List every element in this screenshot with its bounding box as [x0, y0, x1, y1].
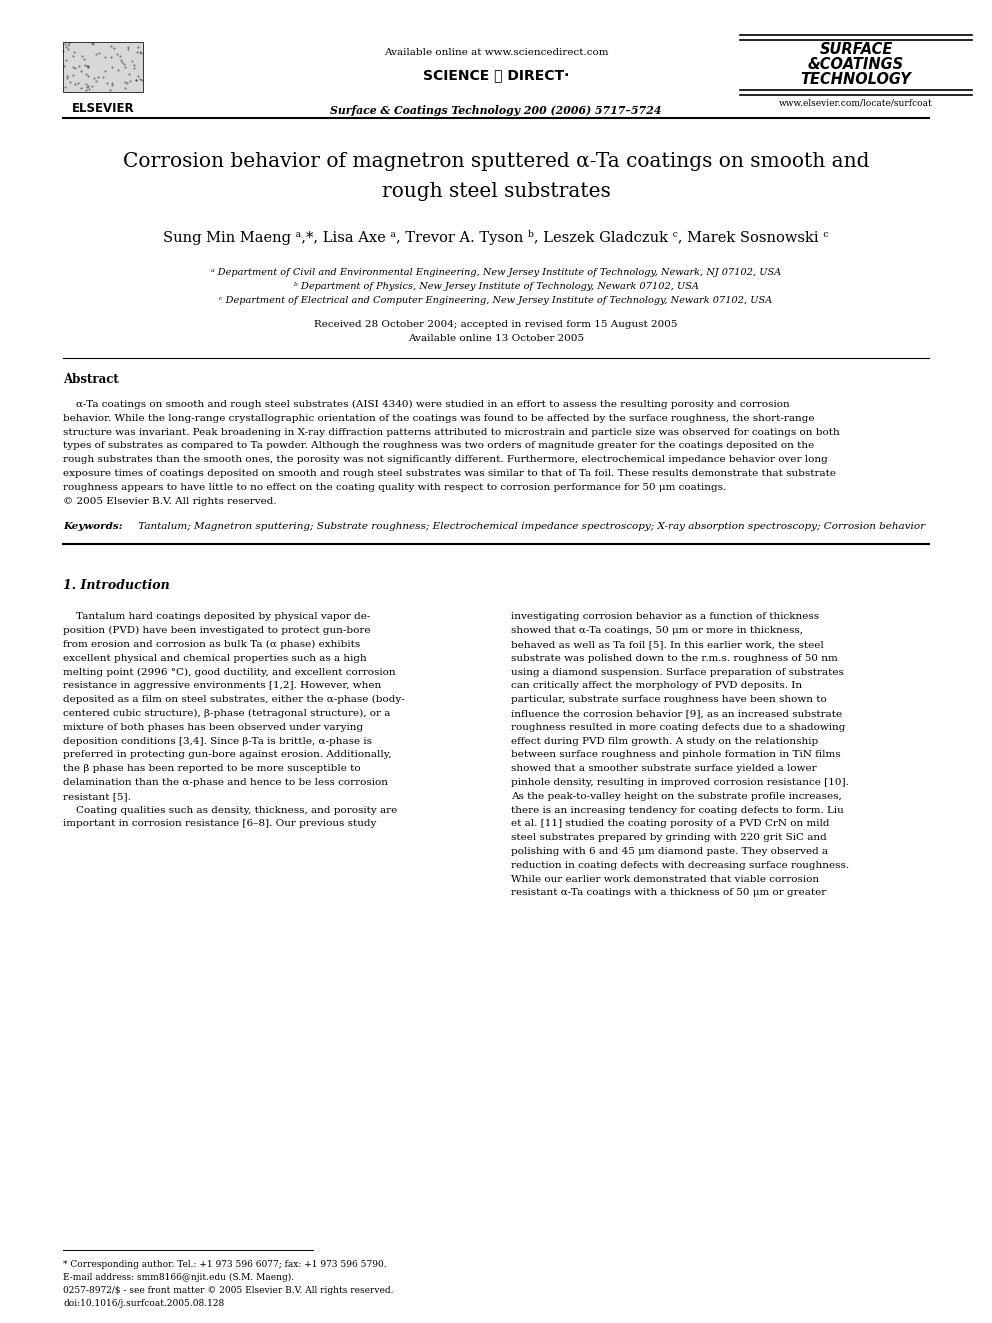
Text: resistant α-Ta coatings with a thickness of 50 μm or greater: resistant α-Ta coatings with a thickness…	[511, 889, 826, 897]
Text: As the peak-to-valley height on the substrate profile increases,: As the peak-to-valley height on the subs…	[511, 791, 842, 800]
Text: between surface roughness and pinhole formation in TiN films: between surface roughness and pinhole fo…	[511, 750, 840, 759]
Text: mixture of both phases has been observed under varying: mixture of both phases has been observed…	[63, 722, 363, 732]
Text: showed that α-Ta coatings, 50 μm or more in thickness,: showed that α-Ta coatings, 50 μm or more…	[511, 626, 803, 635]
Text: reduction in coating defects with decreasing surface roughness.: reduction in coating defects with decrea…	[511, 861, 849, 869]
Text: excellent physical and chemical properties such as a high: excellent physical and chemical properti…	[63, 654, 367, 663]
Text: exposure times of coatings deposited on smooth and rough steel substrates was si: exposure times of coatings deposited on …	[63, 468, 836, 478]
Text: investigating corrosion behavior as a function of thickness: investigating corrosion behavior as a fu…	[511, 613, 819, 622]
Text: SURFACE
&COATINGS
TECHNOLOGY: SURFACE &COATINGS TECHNOLOGY	[801, 42, 912, 87]
Text: ᶜ Department of Electrical and Computer Engineering, New Jersey Institute of Tec: ᶜ Department of Electrical and Computer …	[219, 296, 773, 306]
Text: ᵇ Department of Physics, New Jersey Institute of Technology, Newark 07102, USA: ᵇ Department of Physics, New Jersey Inst…	[294, 282, 698, 291]
Text: pinhole density, resulting in improved corrosion resistance [10].: pinhole density, resulting in improved c…	[511, 778, 849, 787]
Text: deposited as a film on steel substrates, either the α-phase (body-: deposited as a film on steel substrates,…	[63, 695, 405, 704]
Text: et al. [11] studied the coating porosity of a PVD CrN on mild: et al. [11] studied the coating porosity…	[511, 819, 829, 828]
Text: from erosion and corrosion as bulk Ta (α phase) exhibits: from erosion and corrosion as bulk Ta (α…	[63, 640, 360, 650]
Text: α-Ta coatings on smooth and rough steel substrates (AISI 4340) were studied in a: α-Ta coatings on smooth and rough steel …	[63, 400, 790, 409]
Text: steel substrates prepared by grinding with 220 grit SiC and: steel substrates prepared by grinding wi…	[511, 833, 826, 843]
Text: particular, substrate surface roughness have been shown to: particular, substrate surface roughness …	[511, 695, 826, 704]
Text: Keywords:: Keywords:	[63, 523, 123, 532]
Text: centered cubic structure), β-phase (tetragonal structure), or a: centered cubic structure), β-phase (tetr…	[63, 709, 391, 718]
Text: SCIENCE ⓓ DIRECT·: SCIENCE ⓓ DIRECT·	[423, 67, 569, 82]
Text: behavior. While the long-range crystallographic orientation of the coatings was : behavior. While the long-range crystallo…	[63, 414, 814, 423]
Text: roughness appears to have little to no effect on the coating quality with respec: roughness appears to have little to no e…	[63, 483, 726, 492]
Text: influence the corrosion behavior [9], as an increased substrate: influence the corrosion behavior [9], as…	[511, 709, 842, 718]
Text: 1. Introduction: 1. Introduction	[63, 579, 170, 593]
Text: resistant [5].: resistant [5].	[63, 791, 131, 800]
Text: using a diamond suspension. Surface preparation of substrates: using a diamond suspension. Surface prep…	[511, 668, 844, 676]
Text: rough substrates than the smooth ones, the porosity was not significantly differ: rough substrates than the smooth ones, t…	[63, 455, 827, 464]
Text: preferred in protecting gun-bore against erosion. Additionally,: preferred in protecting gun-bore against…	[63, 750, 392, 759]
Text: melting point (2996 °C), good ductility, and excellent corrosion: melting point (2996 °C), good ductility,…	[63, 668, 396, 677]
Text: rough steel substrates: rough steel substrates	[382, 183, 610, 201]
Text: position (PVD) have been investigated to protect gun-bore: position (PVD) have been investigated to…	[63, 626, 370, 635]
Text: roughness resulted in more coating defects due to a shadowing: roughness resulted in more coating defec…	[511, 722, 845, 732]
Text: types of substrates as compared to Ta powder. Although the roughness was two ord: types of substrates as compared to Ta po…	[63, 442, 814, 450]
Text: 0257-8972/$ - see front matter © 2005 Elsevier B.V. All rights reserved.: 0257-8972/$ - see front matter © 2005 El…	[63, 1286, 394, 1295]
FancyBboxPatch shape	[63, 42, 143, 93]
Text: Corrosion behavior of magnetron sputtered α-Ta coatings on smooth and: Corrosion behavior of magnetron sputtere…	[123, 152, 869, 171]
Text: Received 28 October 2004; accepted in revised form 15 August 2005: Received 28 October 2004; accepted in re…	[314, 320, 678, 329]
Text: Tantalum; Magnetron sputtering; Substrate roughness; Electrochemical impedance s: Tantalum; Magnetron sputtering; Substrat…	[135, 523, 926, 532]
Text: deposition conditions [3,4]. Since β-Ta is brittle, α-phase is: deposition conditions [3,4]. Since β-Ta …	[63, 737, 372, 746]
Text: Available online 13 October 2005: Available online 13 October 2005	[408, 333, 584, 343]
Text: structure was invariant. Peak broadening in X-ray diffraction patterns attribute: structure was invariant. Peak broadening…	[63, 427, 840, 437]
Text: can critically affect the morphology of PVD deposits. In: can critically affect the morphology of …	[511, 681, 803, 691]
Text: www.elsevier.com/locate/surfcoat: www.elsevier.com/locate/surfcoat	[779, 98, 932, 107]
Text: doi:10.1016/j.surfcoat.2005.08.128: doi:10.1016/j.surfcoat.2005.08.128	[63, 1299, 224, 1308]
Text: © 2005 Elsevier B.V. All rights reserved.: © 2005 Elsevier B.V. All rights reserved…	[63, 496, 277, 505]
Text: While our earlier work demonstrated that viable corrosion: While our earlier work demonstrated that…	[511, 875, 819, 884]
Text: there is an increasing tendency for coating defects to form. Liu: there is an increasing tendency for coat…	[511, 806, 844, 815]
Text: the β phase has been reported to be more susceptible to: the β phase has been reported to be more…	[63, 765, 361, 773]
Text: Surface & Coatings Technology 200 (2006) 5717–5724: Surface & Coatings Technology 200 (2006)…	[330, 105, 662, 116]
Text: behaved as well as Ta foil [5]. In this earlier work, the steel: behaved as well as Ta foil [5]. In this …	[511, 640, 823, 650]
Text: effect during PVD film growth. A study on the relationship: effect during PVD film growth. A study o…	[511, 737, 818, 746]
Text: Sung Min Maeng ᵃ,*, Lisa Axe ᵃ, Trevor A. Tyson ᵇ, Leszek Gladczuk ᶜ, Marek Sosn: Sung Min Maeng ᵃ,*, Lisa Axe ᵃ, Trevor A…	[164, 230, 828, 245]
Text: ELSEVIER: ELSEVIER	[71, 102, 134, 115]
Text: Abstract: Abstract	[63, 373, 119, 386]
Text: * Corresponding author. Tel.: +1 973 596 6077; fax: +1 973 596 5790.: * Corresponding author. Tel.: +1 973 596…	[63, 1259, 387, 1269]
Text: ᵃ Department of Civil and Environmental Engineering, New Jersey Institute of Tec: ᵃ Department of Civil and Environmental …	[211, 269, 781, 277]
Text: Available online at www.sciencedirect.com: Available online at www.sciencedirect.co…	[384, 48, 608, 57]
Text: E-mail address: smm8166@njit.edu (S.M. Maeng).: E-mail address: smm8166@njit.edu (S.M. M…	[63, 1273, 294, 1282]
Text: showed that a smoother substrate surface yielded a lower: showed that a smoother substrate surface…	[511, 765, 816, 773]
Text: polishing with 6 and 45 μm diamond paste. They observed a: polishing with 6 and 45 μm diamond paste…	[511, 847, 828, 856]
Text: Coating qualities such as density, thickness, and porosity are: Coating qualities such as density, thick…	[63, 806, 397, 815]
Text: resistance in aggressive environments [1,2]. However, when: resistance in aggressive environments [1…	[63, 681, 381, 691]
Text: Tantalum hard coatings deposited by physical vapor de-: Tantalum hard coatings deposited by phys…	[63, 613, 370, 622]
Text: important in corrosion resistance [6–8]. Our previous study: important in corrosion resistance [6–8].…	[63, 819, 376, 828]
Text: substrate was polished down to the r.m.s. roughness of 50 nm: substrate was polished down to the r.m.s…	[511, 654, 838, 663]
Text: delamination than the α-phase and hence to be less corrosion: delamination than the α-phase and hence …	[63, 778, 388, 787]
